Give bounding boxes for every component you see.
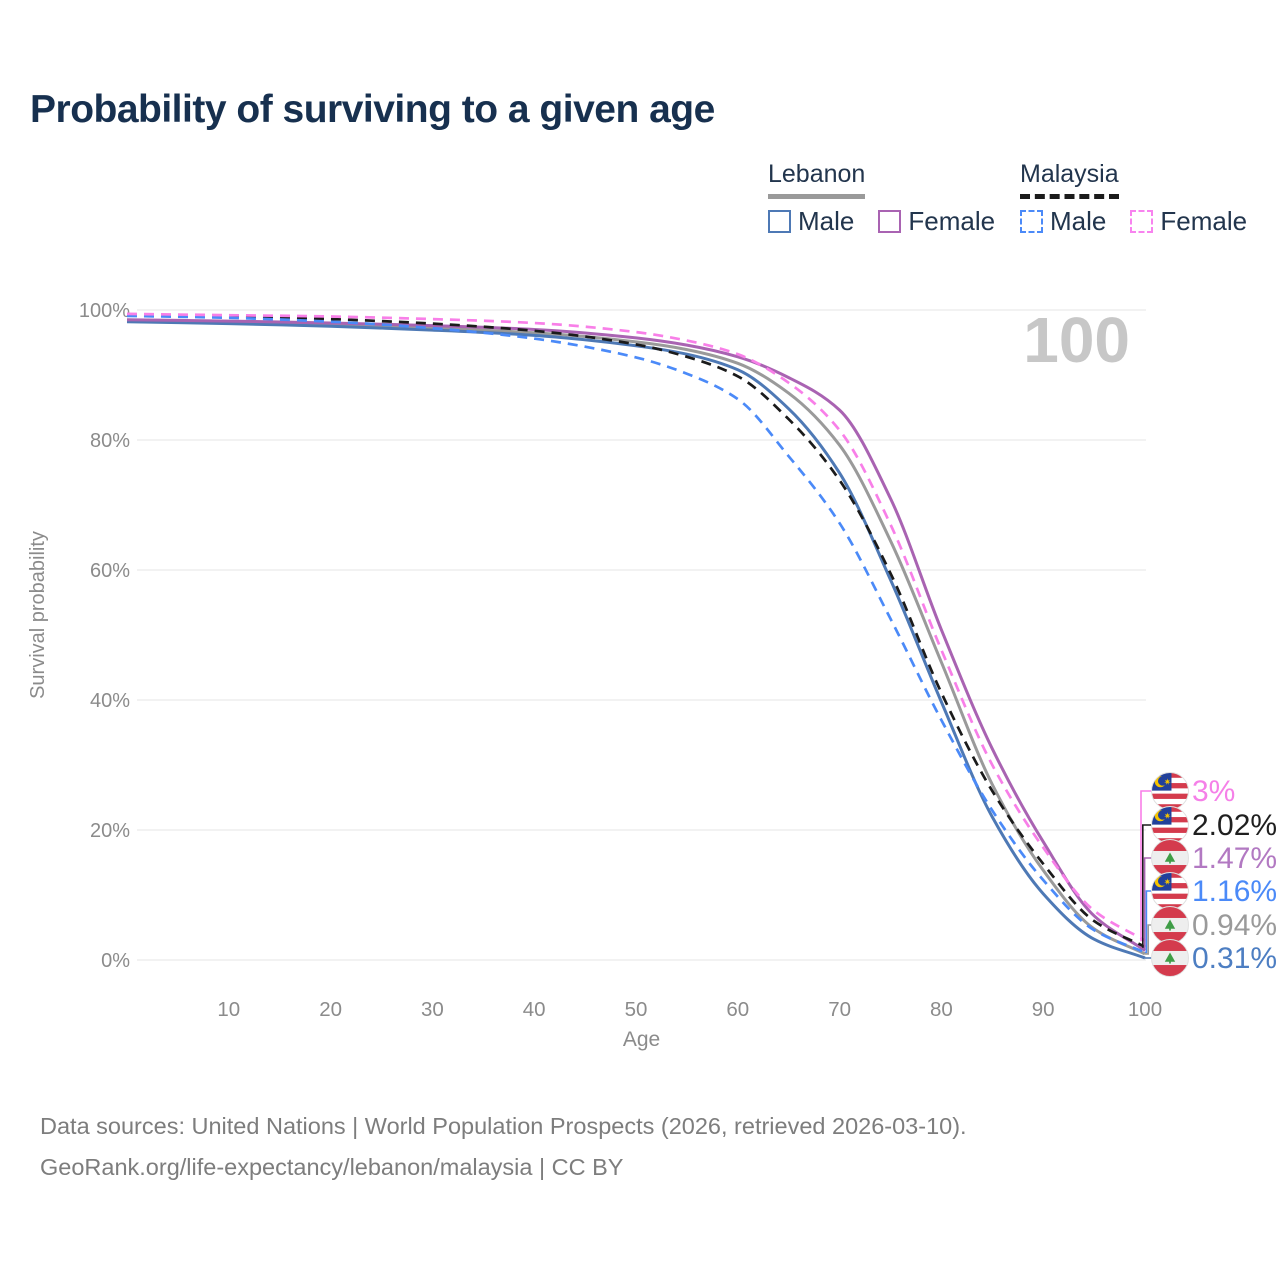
series-line-lebanon-male xyxy=(126,320,1146,960)
lebanon-flag-icon xyxy=(1151,939,1189,977)
x-tick-label: 30 xyxy=(421,998,444,1021)
legend-item-label: Male xyxy=(1050,206,1107,236)
lebanon-female-swatch-icon xyxy=(878,210,902,233)
malaysia-female-swatch-icon xyxy=(1130,210,1154,233)
x-tick-label: 10 xyxy=(217,998,240,1021)
legend-group-lebanon: Lebanon Male Female xyxy=(768,160,1019,237)
x-tick-label: 90 xyxy=(1032,998,1055,1021)
legend-item-malaysia-female[interactable]: Female xyxy=(1130,206,1247,237)
y-tick-label: 0% xyxy=(101,950,130,972)
end-value-label: 0.94% xyxy=(1192,909,1277,942)
footer-line-2: GeoRank.org/life-expectancy/lebanon/mala… xyxy=(40,1154,624,1180)
legend-item-label: Male xyxy=(798,206,855,236)
end-value-label: 1.16% xyxy=(1192,875,1277,908)
end-label-lebanon-female: 1.47% xyxy=(1143,839,1277,952)
end-value-label: 3% xyxy=(1192,775,1235,808)
lebanon-flag-icon xyxy=(1151,906,1189,944)
leader-line xyxy=(1145,924,1152,955)
y-axis-title: Survival probability xyxy=(27,531,49,699)
legend-item-label: Female xyxy=(1160,206,1248,236)
y-tick-label: 100% xyxy=(79,300,130,322)
malaysia-male-swatch-icon xyxy=(1020,210,1043,233)
end-label-malaysia-male: 1.16% xyxy=(1145,872,1277,954)
legend-item-lebanon-female[interactable]: Female xyxy=(878,206,995,237)
end-label-lebanon-male: 0.31% xyxy=(1145,939,1277,977)
y-tick-label: 40% xyxy=(90,690,130,712)
y-tick-label: 60% xyxy=(90,560,130,582)
end-value-label: 1.47% xyxy=(1192,842,1277,875)
lebanon-male-swatch-icon xyxy=(768,210,791,233)
legend-header-malaysia: Malaysia xyxy=(1020,160,1119,199)
series-line-malaysia xyxy=(126,313,1146,949)
malaysia-flag-icon xyxy=(1151,806,1189,844)
malaysia-flag-icon xyxy=(1151,872,1189,910)
series-line-malaysia-male xyxy=(126,314,1146,954)
x-tick-label: 100 xyxy=(1128,998,1162,1021)
x-tick-label: 60 xyxy=(726,998,749,1021)
x-tick-label: 20 xyxy=(319,998,342,1021)
x-tick-label: 50 xyxy=(625,998,648,1021)
series-line-malaysia-female xyxy=(126,312,1146,942)
leader-line xyxy=(1145,890,1152,954)
malaysia-flag-icon xyxy=(1151,772,1189,810)
page-title: Probability of surviving to a given age xyxy=(30,88,715,131)
legend-header-lebanon: Lebanon xyxy=(768,160,866,199)
end-value-label: 0.31% xyxy=(1192,942,1277,975)
y-tick-label: 20% xyxy=(90,820,130,842)
legend-item-malaysia-male[interactable]: Male xyxy=(1020,206,1106,237)
age-watermark: 100 xyxy=(1023,304,1130,376)
x-tick-label: 80 xyxy=(930,998,953,1021)
legend-item-lebanon-male[interactable]: Male xyxy=(768,206,854,237)
legend-group-malaysia: Malaysia Male Female xyxy=(1020,160,1271,237)
x-tick-label: 40 xyxy=(523,998,546,1021)
series-line-lebanon-female xyxy=(126,318,1146,952)
leader-line xyxy=(1143,857,1152,952)
end-label-lebanon: 0.94% xyxy=(1145,906,1277,955)
x-axis-title: Age xyxy=(623,1028,660,1051)
lebanon-flag-icon xyxy=(1151,839,1189,877)
y-tick-label: 80% xyxy=(90,430,130,452)
x-tick-label: 70 xyxy=(828,998,851,1021)
footer-line-1: Data sources: United Nations | World Pop… xyxy=(40,1113,967,1139)
series-line-lebanon xyxy=(126,319,1146,956)
legend-item-label: Female xyxy=(908,206,996,236)
end-value-label: 2.02% xyxy=(1192,809,1277,842)
data-source-footer: Data sources: United Nations | World Pop… xyxy=(40,1106,967,1188)
